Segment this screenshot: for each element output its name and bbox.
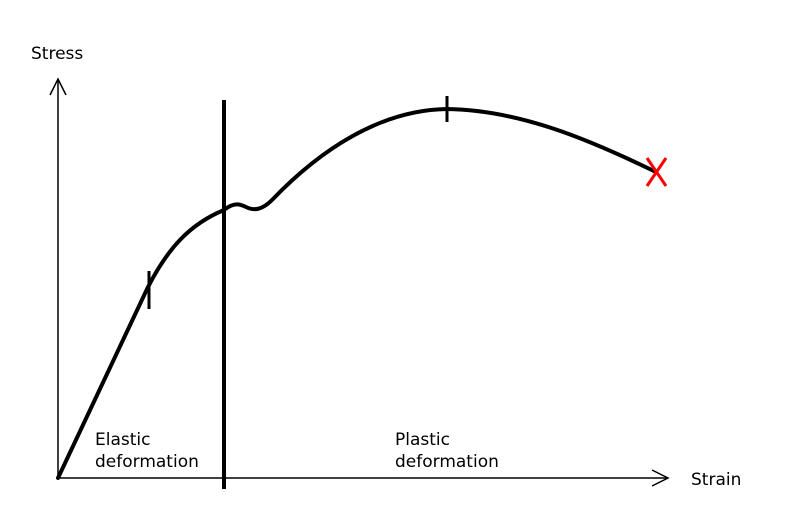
plastic-label-line2: deformation — [395, 452, 499, 472]
elastic-label-line1: Elastic — [95, 430, 151, 450]
elastic-label-line2: deformation — [95, 452, 199, 472]
x-axis-label: Strain — [691, 470, 742, 490]
elastic-deformation-label: Elastic deformation — [95, 429, 199, 473]
plastic-label-line1: Plastic — [395, 430, 450, 450]
y-axis-arrow-icon — [49, 77, 67, 96]
stress-strain-curve — [56, 107, 658, 480]
y-axis-label: Stress — [31, 44, 84, 64]
x-mark-icon — [645, 157, 668, 187]
x-axis-arrow-icon — [651, 469, 670, 487]
plastic-deformation-label: Plastic deformation — [395, 429, 499, 473]
